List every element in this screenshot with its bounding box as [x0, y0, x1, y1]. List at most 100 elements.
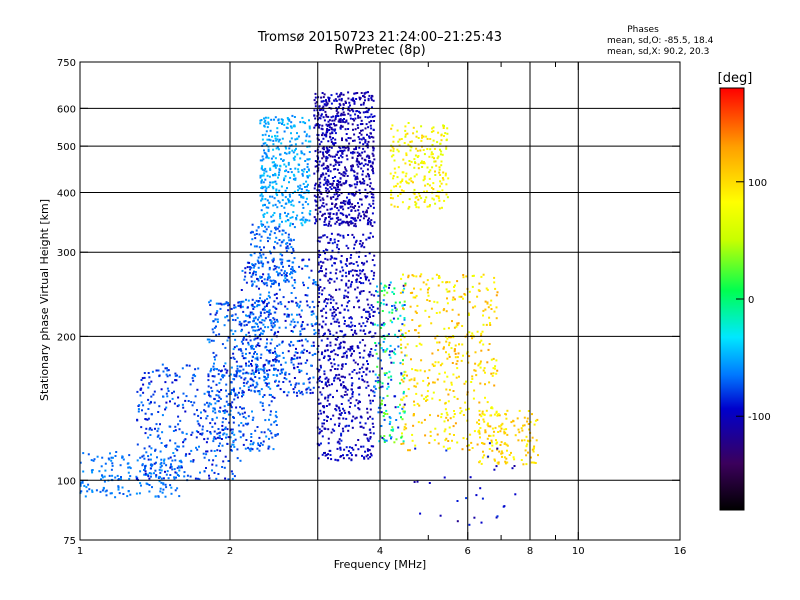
- data-point: [143, 447, 146, 450]
- data-point: [372, 315, 375, 317]
- data-point: [313, 172, 316, 175]
- data-point: [360, 198, 363, 201]
- data-point: [478, 413, 481, 416]
- data-point: [349, 104, 351, 107]
- data-point: [478, 282, 481, 285]
- data-point: [267, 294, 270, 297]
- data-point: [489, 324, 492, 326]
- data-point: [273, 197, 276, 200]
- data-point: [261, 319, 264, 321]
- data-point: [331, 365, 334, 368]
- data-point: [361, 366, 364, 369]
- data-point: [398, 144, 401, 147]
- data-point: [234, 319, 237, 322]
- data-point: [122, 458, 125, 461]
- data-point: [274, 203, 277, 206]
- data-point: [248, 261, 251, 264]
- data-point: [404, 423, 407, 426]
- data-point: [278, 230, 281, 233]
- data-point: [259, 119, 262, 122]
- data-point: [329, 224, 332, 227]
- data-point: [278, 272, 281, 275]
- data-point: [426, 299, 429, 301]
- data-point: [396, 205, 399, 208]
- data-point: [184, 399, 187, 402]
- data-point: [422, 379, 425, 382]
- data-point: [428, 171, 431, 174]
- data-point: [491, 407, 494, 410]
- data-point: [496, 441, 499, 444]
- data-point: [333, 158, 336, 161]
- data-point: [321, 92, 324, 94]
- data-point: [266, 303, 269, 305]
- data-point: [140, 387, 143, 390]
- data-point: [437, 131, 440, 134]
- data-point: [363, 262, 366, 265]
- data-point: [195, 446, 197, 449]
- data-point: [530, 461, 533, 464]
- data-point: [339, 414, 342, 416]
- data-point: [336, 246, 339, 249]
- data-point: [440, 160, 443, 163]
- data-point: [426, 279, 429, 282]
- data-point: [488, 316, 491, 319]
- data-point: [355, 110, 358, 113]
- data-point: [501, 455, 503, 458]
- data-point: [245, 333, 248, 336]
- data-point: [448, 433, 451, 436]
- data-point: [194, 368, 197, 371]
- data-point: [263, 172, 266, 175]
- data-point: [335, 268, 338, 271]
- data-point: [343, 448, 346, 451]
- data-point: [414, 369, 417, 372]
- data-point: [272, 305, 275, 308]
- data-point: [314, 222, 317, 225]
- data-point: [359, 425, 362, 428]
- data-point: [313, 114, 316, 117]
- data-point: [274, 379, 277, 382]
- data-point: [230, 391, 232, 394]
- data-point: [273, 232, 276, 235]
- data-point: [260, 181, 263, 184]
- data-point: [412, 424, 415, 427]
- data-point: [324, 218, 327, 221]
- data-point: [259, 122, 262, 125]
- data-point: [506, 444, 509, 447]
- data-point: [399, 291, 402, 294]
- data-point: [523, 424, 526, 427]
- data-point: [250, 433, 253, 435]
- data-point: [479, 436, 481, 439]
- data-point: [239, 459, 242, 462]
- data-point: [496, 369, 499, 372]
- data-point: [233, 390, 235, 393]
- data-point: [261, 308, 264, 311]
- data-point: [321, 351, 324, 354]
- data-point: [273, 164, 276, 167]
- data-point: [256, 277, 259, 280]
- data-point: [325, 305, 327, 308]
- data-point: [226, 428, 229, 431]
- data-point: [306, 171, 308, 173]
- data-point: [534, 419, 537, 422]
- data-point: [508, 454, 511, 456]
- data-point: [257, 226, 260, 228]
- data-point: [443, 430, 446, 433]
- data-point: [393, 185, 396, 188]
- data-point: [345, 133, 348, 135]
- data-point: [218, 382, 221, 385]
- data-point: [212, 410, 215, 413]
- data-point: [446, 196, 449, 199]
- data-point: [238, 323, 241, 326]
- data-point: [194, 375, 197, 378]
- data-point: [213, 356, 216, 358]
- data-point: [274, 280, 277, 283]
- data-point: [260, 167, 263, 170]
- data-point: [250, 363, 252, 365]
- data-point: [438, 276, 441, 279]
- data-point: [175, 379, 178, 382]
- data-point: [161, 414, 164, 417]
- data-point: [265, 369, 268, 372]
- data-point: [96, 455, 99, 458]
- data-point: [277, 302, 280, 305]
- data-point: [531, 448, 534, 451]
